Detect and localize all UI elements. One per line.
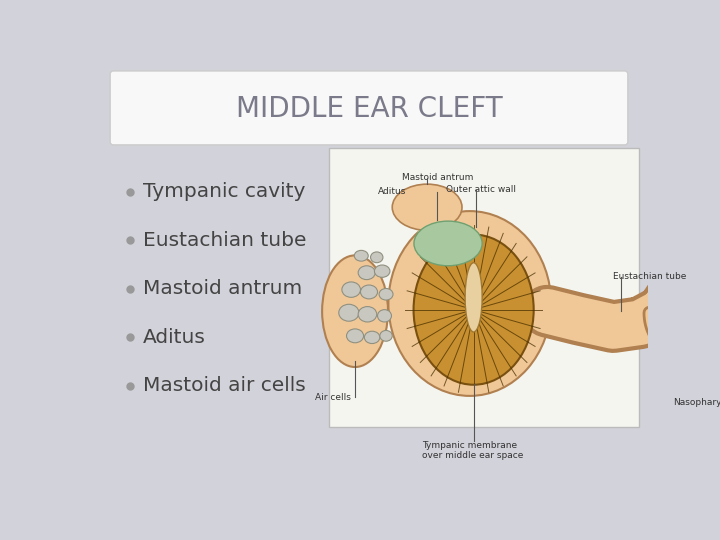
Text: Nasopharynx: Nasopharynx [672,397,720,407]
Text: Tympanic membrane
over middle ear space: Tympanic membrane over middle ear space [422,441,523,460]
Text: Eustachian tube: Eustachian tube [613,272,686,281]
Ellipse shape [358,266,375,280]
Text: Aditus: Aditus [378,187,407,197]
FancyBboxPatch shape [110,71,628,145]
Text: Mastoid air cells: Mastoid air cells [143,376,305,395]
Ellipse shape [392,184,462,231]
Ellipse shape [346,329,364,343]
Ellipse shape [358,307,377,322]
Text: MIDDLE EAR CLEFT: MIDDLE EAR CLEFT [235,96,503,124]
Ellipse shape [339,304,359,321]
FancyBboxPatch shape [329,148,639,427]
Ellipse shape [371,252,383,262]
Ellipse shape [374,265,390,278]
Ellipse shape [418,214,460,257]
Ellipse shape [465,262,482,332]
Text: Mastoid antrum: Mastoid antrum [143,279,302,299]
Ellipse shape [413,234,534,384]
Text: Aditus: Aditus [143,328,206,347]
Text: Mastoid antrum: Mastoid antrum [402,173,473,183]
Ellipse shape [377,309,392,322]
Ellipse shape [414,221,482,266]
Ellipse shape [364,331,380,343]
Ellipse shape [322,255,388,367]
Text: Tympanic cavity: Tympanic cavity [143,183,305,201]
Text: Outer attic wall: Outer attic wall [446,185,516,194]
Ellipse shape [354,251,368,261]
Ellipse shape [388,211,551,396]
Ellipse shape [361,285,377,299]
Text: Air cells: Air cells [315,393,351,402]
Ellipse shape [342,282,361,298]
Text: Eustachian tube: Eustachian tube [143,231,306,250]
Ellipse shape [380,330,392,341]
Ellipse shape [379,288,393,300]
